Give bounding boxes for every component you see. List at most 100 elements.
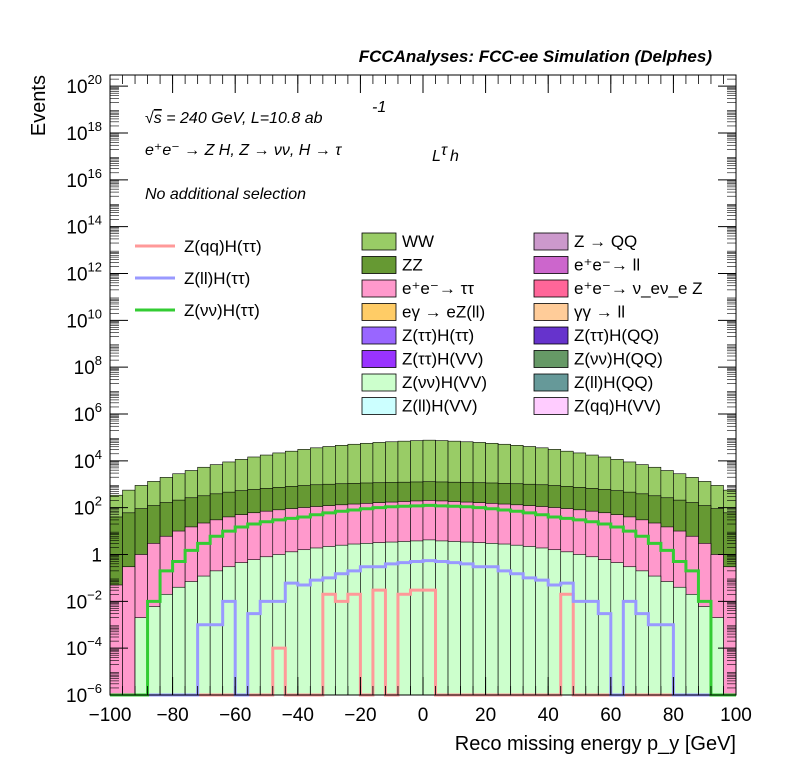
bar <box>397 541 411 696</box>
legend-swatch <box>533 397 569 415</box>
y-tick-label: 10−2 <box>66 587 102 613</box>
y-tick-label: 106 <box>74 400 102 426</box>
annotation-energy: √s = 240 GeV, L=10.8 ab -1 <box>145 99 386 127</box>
legend-entry: e⁺e⁻→ ττ <box>361 279 474 298</box>
legend-label: eγ → eZ(ll) <box>402 303 485 322</box>
x-tick-label: −80 <box>156 705 188 726</box>
legend-swatch <box>361 373 397 392</box>
bar <box>347 543 361 696</box>
y-axis: 10−6 10−4 10−2 1 102 104 106 108 1010 1012 1014 101… <box>66 72 736 707</box>
x-tick-label: 80 <box>663 705 684 726</box>
y-tick-label: 108 <box>74 353 102 379</box>
bar <box>284 551 299 696</box>
series-Z(νν)H(VV) <box>134 539 724 696</box>
bar <box>297 549 311 696</box>
y-tick-label: 1016 <box>66 166 102 192</box>
y-tick-label: 104 <box>74 447 102 473</box>
y-axis-title: Events <box>28 75 50 136</box>
legend-label: e⁺e⁻→ ν_eν_e Z <box>574 279 703 298</box>
line-legend-label: Z(νν)H(ττ) <box>184 301 260 320</box>
bar <box>259 556 274 696</box>
legend-label: γγ → ll <box>574 303 625 322</box>
x-tick-label: 60 <box>600 705 621 726</box>
bar <box>435 540 449 696</box>
legend-swatch <box>361 350 397 368</box>
chart-title: FCCAnalyses: FCC-ee Simulation (Delphes) <box>359 47 713 66</box>
x-tick-label: −100 <box>89 705 132 726</box>
bar <box>610 562 624 696</box>
bar <box>497 543 511 696</box>
legend-entry: e⁺e⁻→ ll <box>533 256 640 275</box>
legend-label: Z(ll)H(VV) <box>402 397 478 416</box>
bar <box>122 566 136 696</box>
legend-label: Z(ττ)H(VV) <box>402 350 483 369</box>
bar <box>209 570 223 696</box>
legend-entry: Z(qq)H(VV) <box>533 397 661 416</box>
sqrt-symbol: √ <box>145 110 154 127</box>
legend-entry: WW <box>361 232 434 251</box>
bar <box>422 539 436 696</box>
bar <box>710 617 724 696</box>
legend-entry: Z(ττ)H(VV) <box>361 350 483 369</box>
bar <box>623 566 637 696</box>
line-Z(νν)H(ττ) <box>110 503 736 697</box>
legend-label: e⁺e⁻→ ll <box>574 256 640 275</box>
x-tick-label: 0 <box>418 705 429 726</box>
legend-entry: Z(ττ)H(ττ) <box>361 326 474 345</box>
bar <box>159 593 173 696</box>
x-tick-label: −20 <box>344 705 376 726</box>
annotation-selection: No additional selection <box>145 186 306 203</box>
legend-swatch <box>361 279 397 298</box>
legend-entry: Z(ττ)H(QQ) <box>533 326 659 345</box>
legend-swatch <box>361 397 397 415</box>
legend-entry: Z → QQ <box>533 232 637 251</box>
bar <box>673 586 687 696</box>
y-tick-label: 1 <box>91 546 102 567</box>
legend-entry: Z(νν)H(QQ) <box>533 350 663 369</box>
y-tick-label: 1012 <box>66 260 102 286</box>
y-tick-label: 1014 <box>66 213 102 239</box>
x-tick-label: 100 <box>720 705 752 726</box>
legend-label: Z(ττ)H(ττ) <box>402 326 474 345</box>
svg-text:√s = 240 GeV, L=10.8 ab: √s = 240 GeV, L=10.8 ab <box>145 110 323 127</box>
bar <box>172 586 186 696</box>
legend-label: Z → QQ <box>574 232 637 251</box>
x-tick-label: −40 <box>282 705 314 726</box>
legend-swatch <box>533 373 569 392</box>
plot-area <box>109 439 737 697</box>
bar <box>322 546 336 696</box>
line-legend-entry: Z(νν)H(ττ) <box>135 301 260 320</box>
bar <box>134 617 148 696</box>
y-tick-label: 1020 <box>66 72 102 98</box>
y-tick-label: 10−4 <box>66 634 102 660</box>
bar <box>723 566 737 696</box>
y-tick-label: 102 <box>74 494 102 520</box>
bar <box>635 570 649 696</box>
process-sub1: L <box>432 148 441 165</box>
energy-sup: -1 <box>372 99 386 116</box>
legend-swatch <box>533 350 569 368</box>
legend-swatch <box>361 232 397 251</box>
legend-entry: Z(ll)H(VV) <box>361 397 478 416</box>
energy-s: s <box>154 110 162 127</box>
x-axis-title: Reco missing energy p_y [GeV] <box>455 733 736 755</box>
legend-swatch <box>361 256 397 274</box>
bar <box>272 554 286 696</box>
bar <box>560 551 574 696</box>
bar <box>410 540 424 696</box>
legend-label: Z(ll)H(QQ) <box>574 373 653 392</box>
legend-entry: e⁺e⁻→ ν_eν_e Z <box>533 279 703 298</box>
x-axis: −100 −80 −60 −40 −20 0 20 40 60 80 100 <box>89 75 752 726</box>
y-tick-label: 1010 <box>66 306 102 332</box>
bar <box>648 575 662 696</box>
legend-label: WW <box>402 232 434 251</box>
x-tick-label: 20 <box>475 705 496 726</box>
legend-label: Z(νν)H(QQ) <box>574 350 663 369</box>
legend-swatch <box>533 303 569 321</box>
x-tick-label: −60 <box>219 705 251 726</box>
legend-swatch <box>533 256 569 274</box>
bar <box>147 606 161 696</box>
line-legend-entry: Z(ll)H(ττ) <box>135 269 250 288</box>
process-sub2: h <box>450 148 459 165</box>
